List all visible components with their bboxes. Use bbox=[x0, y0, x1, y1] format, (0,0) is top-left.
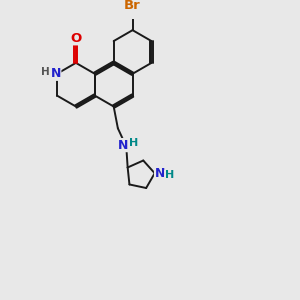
Text: Br: Br bbox=[124, 0, 141, 12]
Text: N: N bbox=[50, 67, 61, 80]
Text: N: N bbox=[154, 167, 165, 180]
Text: H: H bbox=[129, 138, 138, 148]
Text: N: N bbox=[118, 139, 128, 152]
Text: O: O bbox=[70, 32, 82, 45]
Text: H: H bbox=[41, 68, 50, 77]
Text: H: H bbox=[165, 170, 174, 181]
